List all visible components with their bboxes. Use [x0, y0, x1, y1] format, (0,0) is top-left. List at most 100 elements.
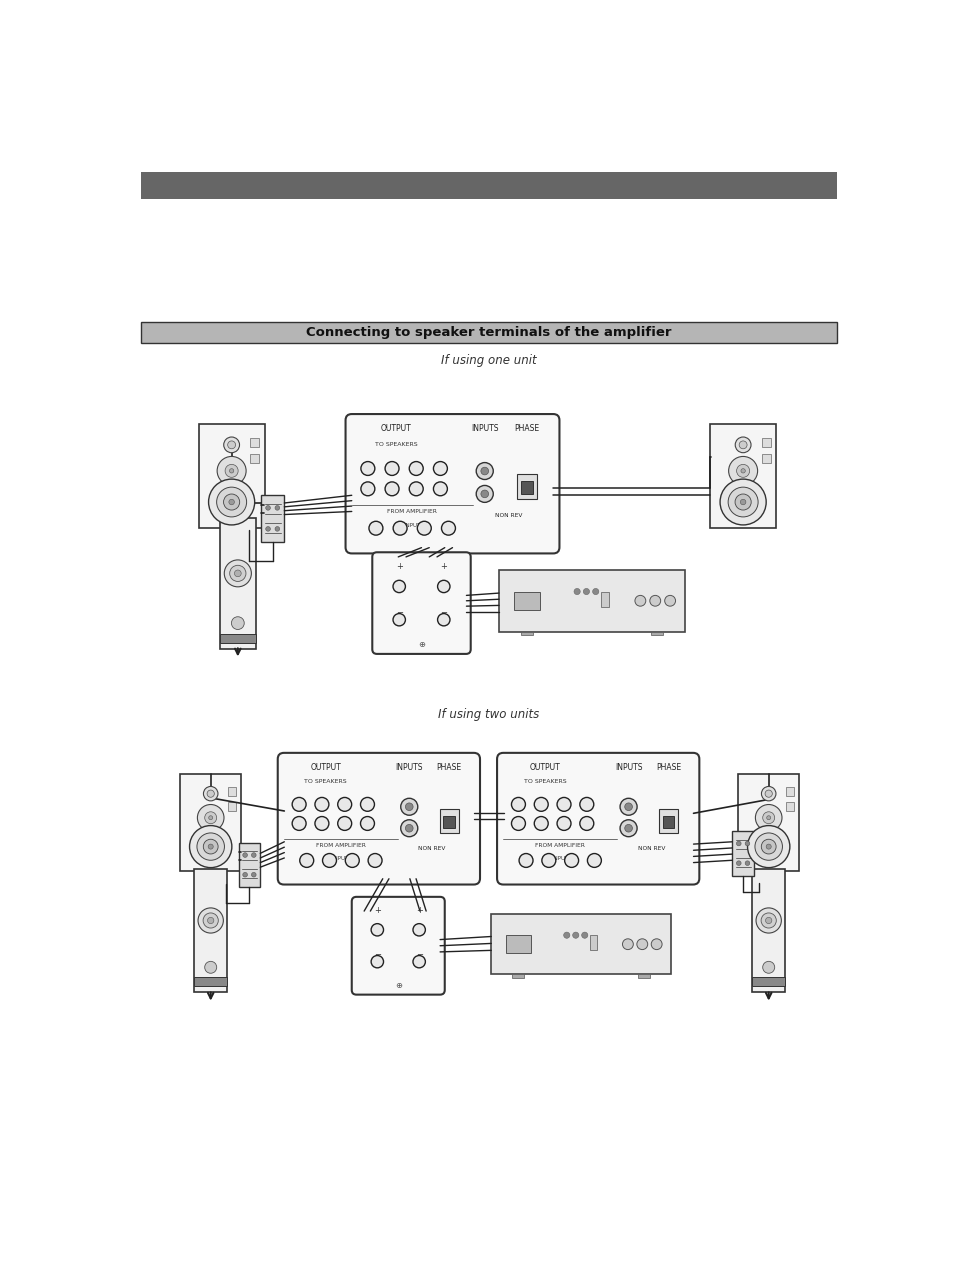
Bar: [590, 935, 597, 950]
Circle shape: [223, 494, 239, 510]
Bar: [517, 473, 537, 499]
Circle shape: [664, 595, 675, 607]
Bar: [220, 633, 255, 644]
Circle shape: [734, 494, 750, 510]
Bar: [228, 801, 235, 810]
Circle shape: [197, 804, 224, 831]
Text: +: +: [374, 906, 380, 915]
Circle shape: [624, 824, 632, 832]
Circle shape: [480, 467, 488, 474]
Circle shape: [518, 854, 533, 868]
Circle shape: [761, 812, 774, 824]
Text: NON REV: NON REV: [495, 513, 522, 518]
Circle shape: [587, 854, 600, 868]
Circle shape: [232, 617, 244, 630]
Circle shape: [416, 522, 431, 536]
Circle shape: [242, 873, 247, 876]
Circle shape: [393, 522, 407, 536]
Text: INPUTS: INPUTS: [614, 763, 641, 772]
Circle shape: [198, 908, 223, 934]
FancyBboxPatch shape: [345, 415, 558, 553]
Text: INPUT: INPUT: [333, 856, 349, 861]
Circle shape: [225, 464, 238, 477]
Circle shape: [230, 565, 246, 581]
Circle shape: [720, 480, 765, 525]
Circle shape: [371, 923, 383, 936]
Bar: [514, 591, 539, 611]
Circle shape: [761, 962, 774, 973]
Circle shape: [209, 480, 254, 525]
Circle shape: [393, 580, 405, 593]
Circle shape: [322, 854, 336, 868]
Circle shape: [413, 923, 425, 936]
Circle shape: [765, 845, 770, 850]
Bar: [220, 519, 255, 649]
Circle shape: [754, 833, 781, 860]
Circle shape: [252, 852, 255, 857]
Circle shape: [274, 527, 279, 532]
Bar: [520, 632, 533, 636]
Bar: [732, 831, 753, 875]
Bar: [180, 775, 241, 870]
Circle shape: [649, 595, 660, 607]
Circle shape: [574, 589, 579, 594]
Circle shape: [433, 462, 447, 476]
Circle shape: [385, 482, 398, 496]
Circle shape: [409, 482, 423, 496]
Circle shape: [511, 798, 525, 812]
Text: INPUTS: INPUTS: [395, 763, 422, 772]
Circle shape: [228, 441, 235, 449]
Bar: [709, 424, 775, 528]
Circle shape: [557, 817, 571, 831]
Circle shape: [360, 798, 375, 812]
Bar: [141, 322, 836, 343]
Circle shape: [217, 457, 246, 485]
Circle shape: [476, 463, 493, 480]
Circle shape: [360, 462, 375, 476]
Circle shape: [760, 786, 775, 801]
Circle shape: [651, 939, 661, 950]
Bar: [193, 977, 227, 986]
Bar: [785, 801, 793, 810]
Circle shape: [266, 505, 270, 510]
Bar: [659, 809, 678, 833]
Circle shape: [234, 570, 241, 576]
Circle shape: [735, 438, 750, 453]
FancyBboxPatch shape: [372, 552, 470, 654]
Circle shape: [637, 939, 647, 950]
Bar: [443, 817, 455, 828]
Circle shape: [740, 468, 744, 473]
Text: TO SPEAKERS: TO SPEAKERS: [523, 780, 566, 785]
Bar: [141, 172, 836, 198]
Circle shape: [592, 589, 598, 594]
Circle shape: [216, 487, 247, 516]
Text: FROM AMPLIFIER: FROM AMPLIFIER: [535, 842, 584, 847]
Circle shape: [437, 580, 450, 593]
Circle shape: [208, 845, 213, 850]
Text: PHASE: PHASE: [436, 763, 461, 772]
Text: −: −: [395, 608, 402, 617]
Circle shape: [196, 833, 224, 860]
Text: NON REV: NON REV: [418, 846, 445, 851]
Circle shape: [760, 840, 776, 854]
Circle shape: [413, 955, 425, 968]
Bar: [751, 977, 784, 986]
Text: Connecting to speaker terminals of the amplifier: Connecting to speaker terminals of the a…: [306, 327, 671, 340]
Text: +: +: [416, 906, 422, 915]
Circle shape: [635, 595, 645, 607]
Circle shape: [360, 817, 375, 831]
Circle shape: [274, 505, 279, 510]
Text: PHASE: PHASE: [514, 424, 539, 432]
Circle shape: [400, 819, 417, 837]
Circle shape: [203, 913, 218, 929]
Text: PHASE: PHASE: [656, 763, 680, 772]
Text: FROM AMPLIFIER: FROM AMPLIFIER: [387, 509, 436, 514]
Circle shape: [747, 826, 789, 868]
Circle shape: [266, 527, 270, 532]
Circle shape: [337, 817, 352, 831]
Circle shape: [760, 913, 776, 929]
FancyBboxPatch shape: [352, 897, 444, 995]
Bar: [198, 424, 264, 528]
Circle shape: [205, 812, 216, 824]
Circle shape: [619, 819, 637, 837]
